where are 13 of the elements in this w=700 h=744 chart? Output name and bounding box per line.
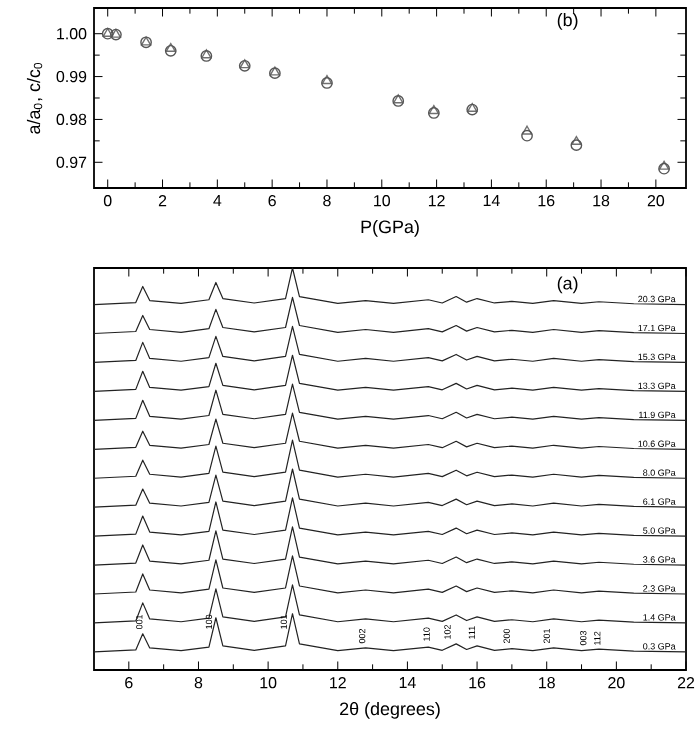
point [521,125,533,135]
point [164,44,177,57]
x-axis-title: P(GPa) [361,219,419,237]
point [658,160,670,170]
point [571,135,582,145]
y-axis-title: a/a$_{0}$, c/c$_{0}$ [26,62,43,134]
point [165,42,176,52]
point [570,139,583,152]
point [521,129,533,142]
annotation: (b) [557,13,578,30]
annotation: (a) [557,276,578,294]
x-axis-title: 2θ (degrees) [340,702,440,719]
point [658,162,670,175]
